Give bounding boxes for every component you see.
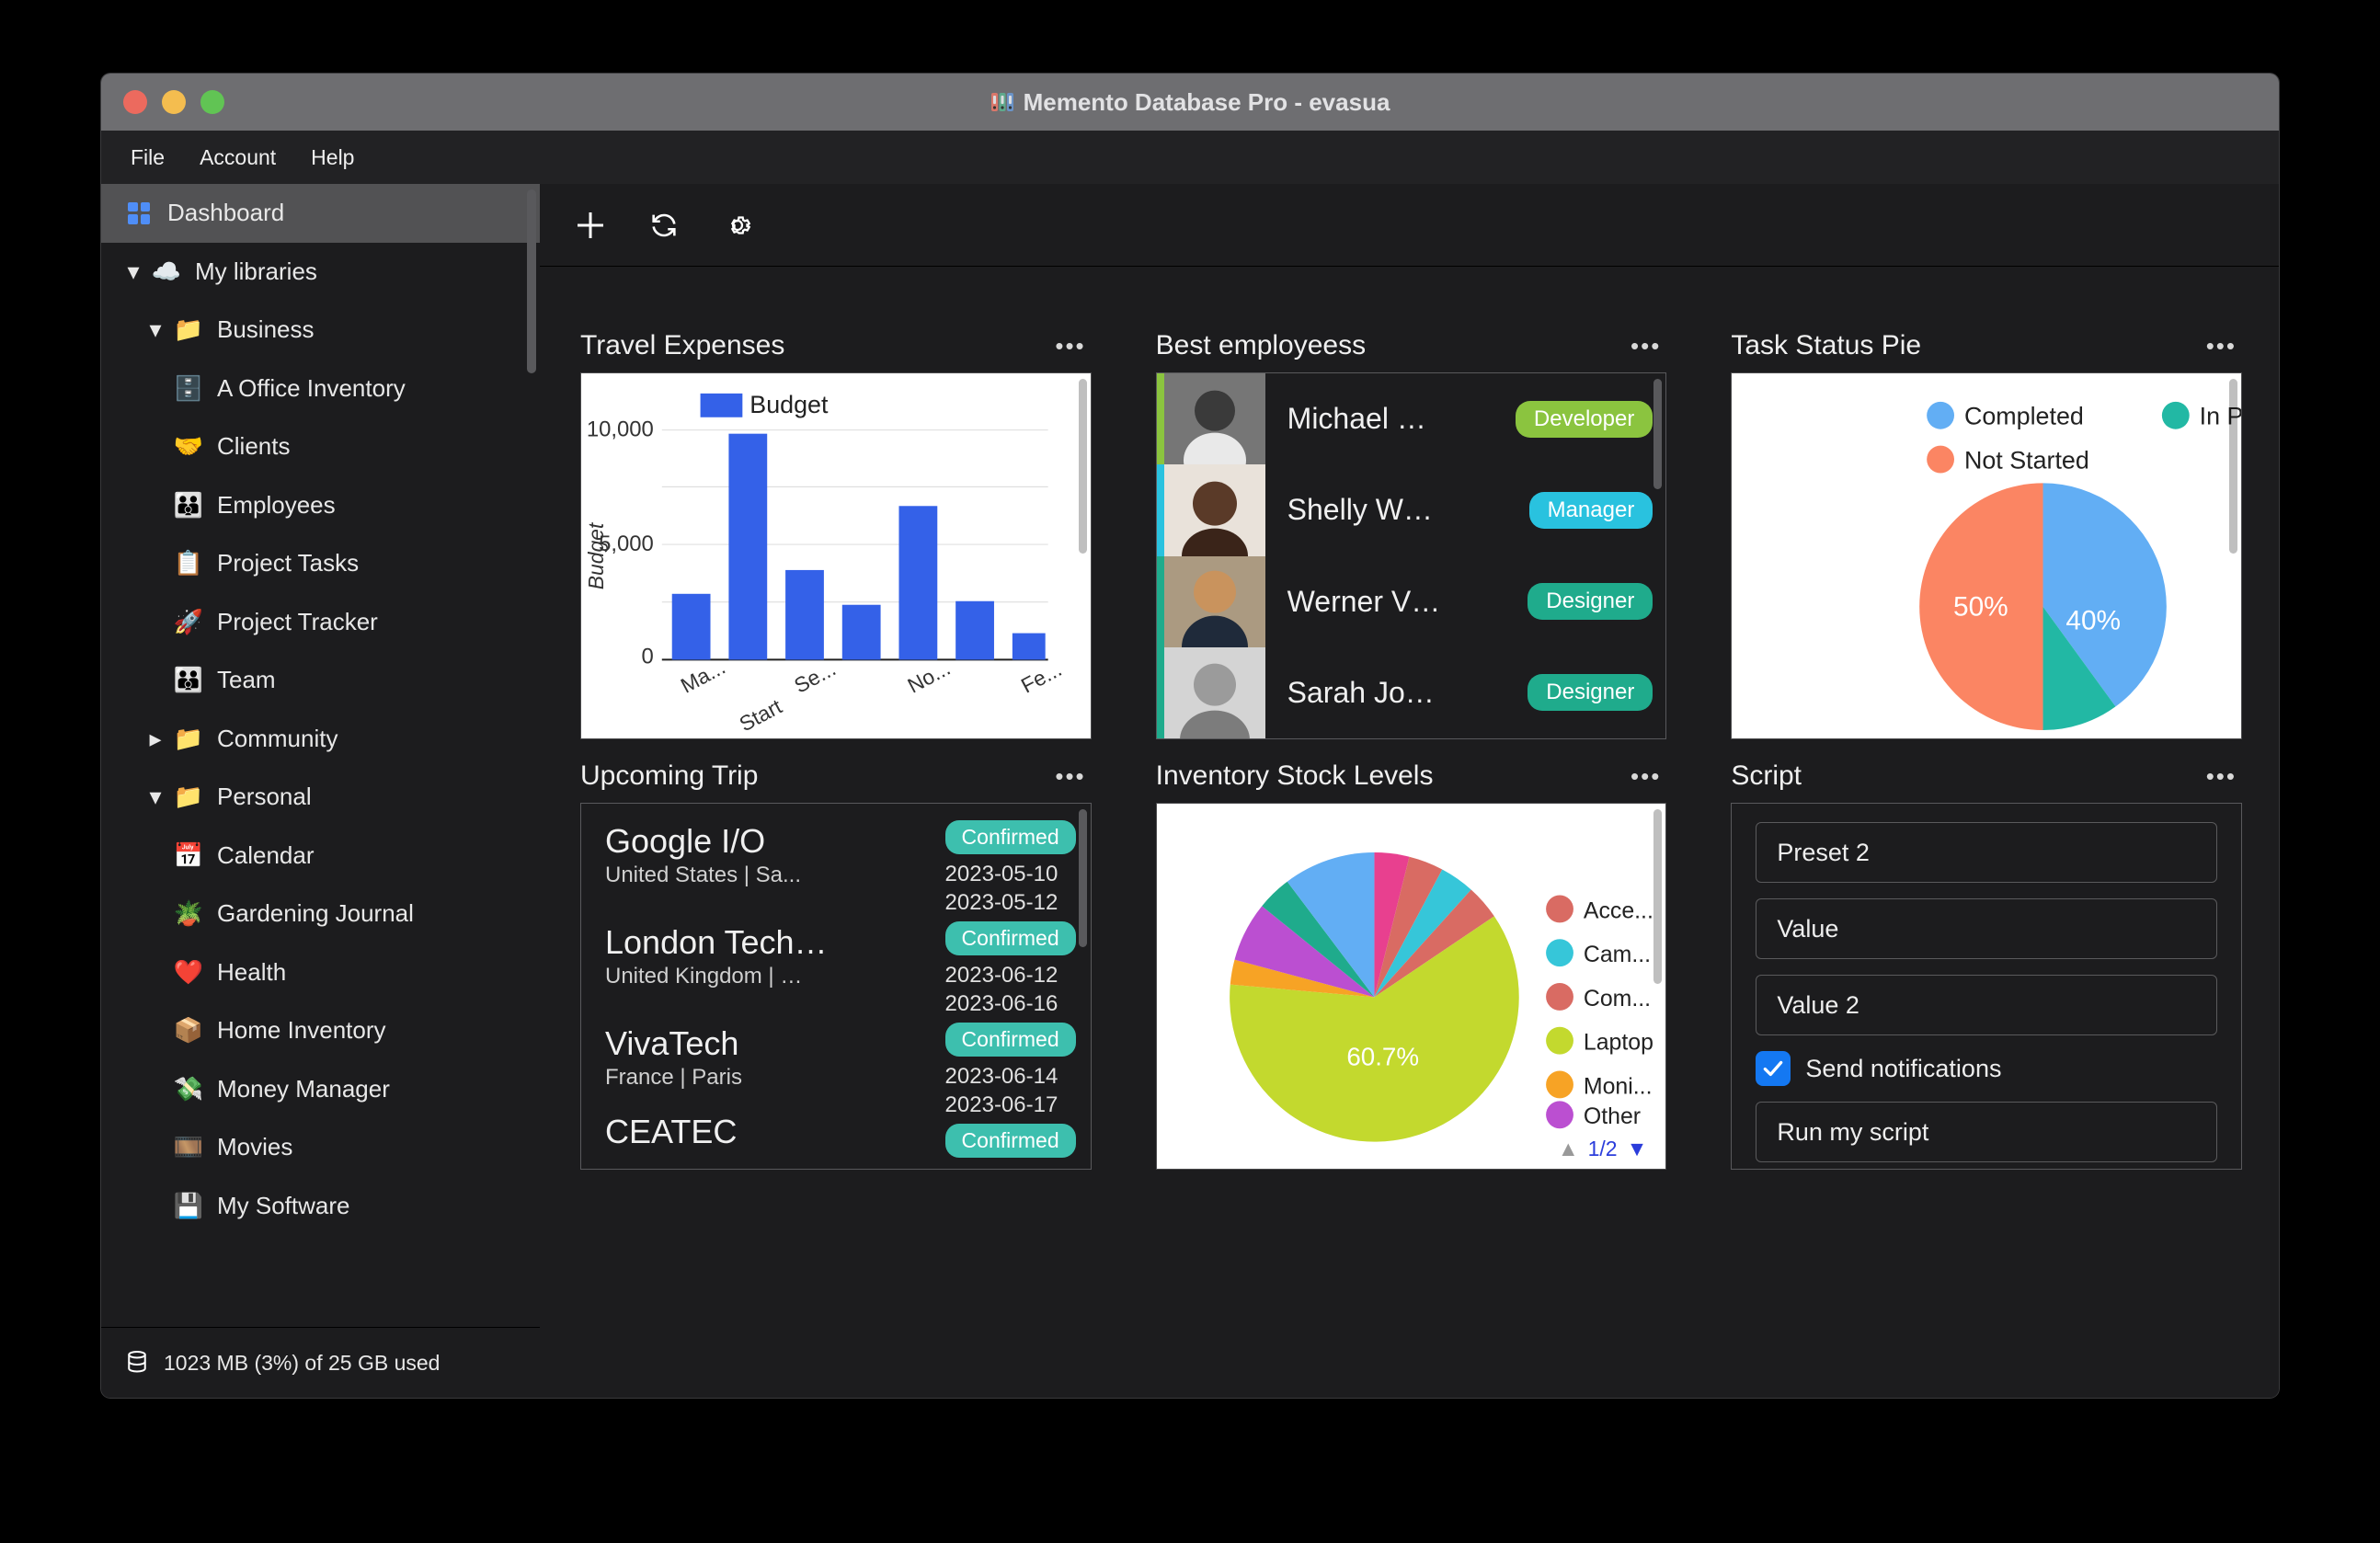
svg-text:Moni...: Moni...: [1584, 1073, 1653, 1099]
svg-text:Cam...: Cam...: [1584, 942, 1651, 967]
svg-text:Start: Start: [735, 694, 785, 737]
svg-text:Budget: Budget: [749, 391, 829, 418]
svg-text:Fe...: Fe...: [1017, 657, 1066, 697]
svg-text:50%: 50%: [1953, 592, 2008, 623]
svg-text:No...: No...: [904, 656, 955, 698]
svg-text:Acce...: Acce...: [1584, 897, 1653, 923]
svg-text:Ma...: Ma...: [677, 655, 729, 698]
svg-text:Completed: Completed: [1964, 403, 2084, 430]
svg-text:60.7%: 60.7%: [1346, 1042, 1419, 1070]
svg-text:Not Started: Not Started: [1964, 446, 2089, 474]
svg-text:0: 0: [642, 644, 654, 669]
svg-text:Se...: Se...: [790, 657, 840, 698]
svg-text:10,000: 10,000: [587, 417, 654, 442]
svg-text:Other: Other: [1584, 1103, 1641, 1129]
svg-text:Com...: Com...: [1584, 986, 1651, 1012]
svg-text:Laptop: Laptop: [1584, 1030, 1653, 1056]
svg-text:40%: 40%: [2066, 606, 2122, 636]
svg-text:Budget: Budget: [584, 521, 608, 589]
